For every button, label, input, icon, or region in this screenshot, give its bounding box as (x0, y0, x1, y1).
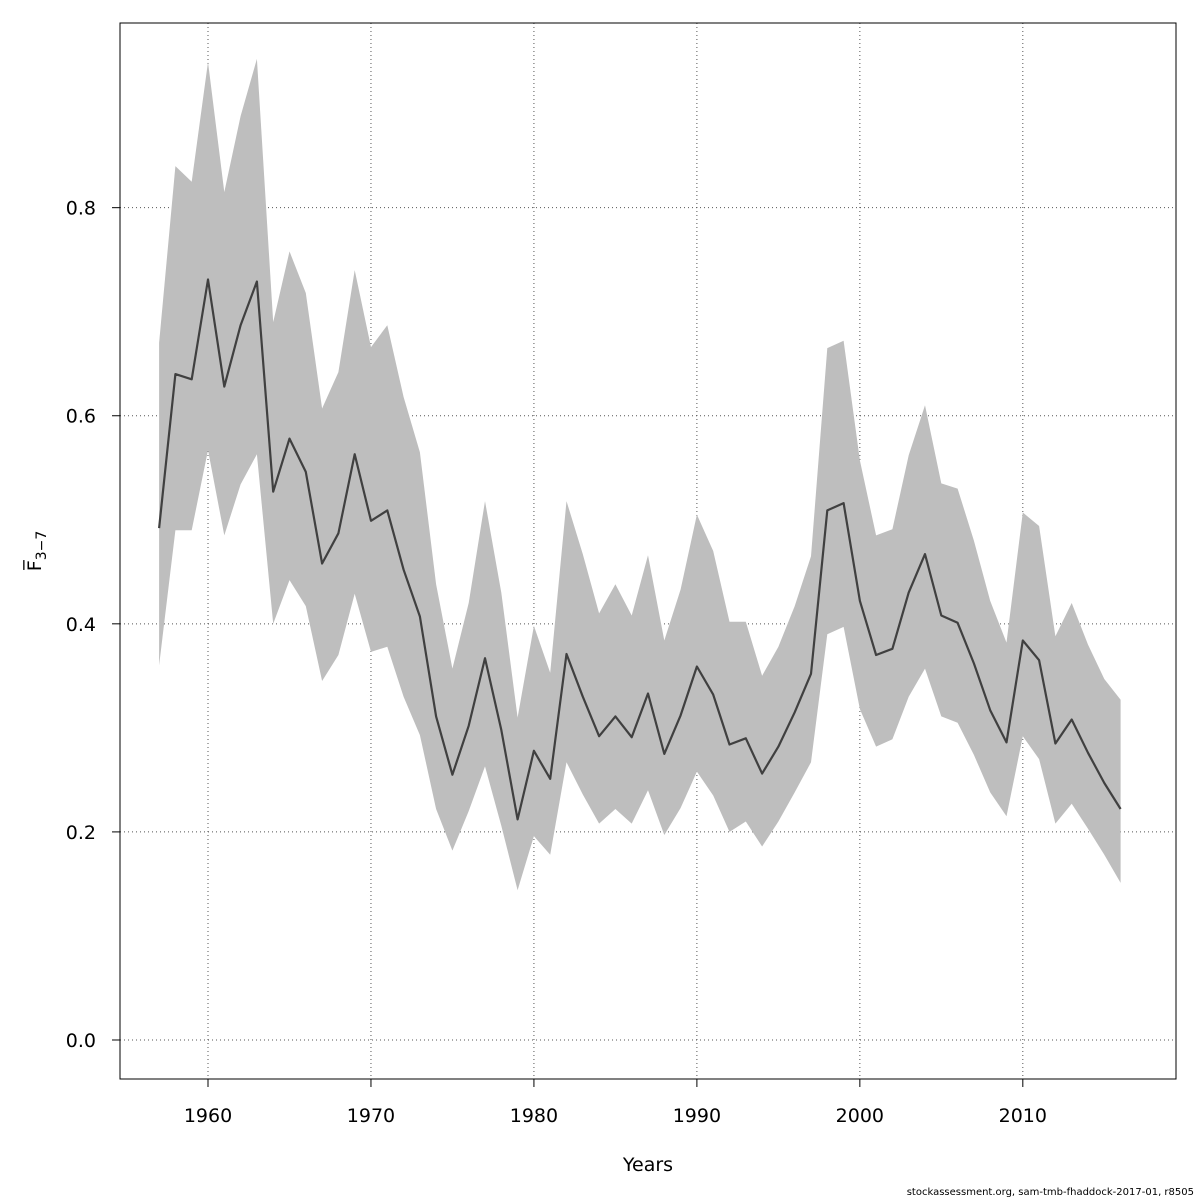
source-footnote: stockassessment.org, sam-tmb-fhaddock-20… (906, 1187, 1194, 1198)
x-tick-label: 1980 (510, 1105, 558, 1127)
x-axis: 1960 1970 1980 1990 2000 2010 (184, 1079, 1047, 1127)
y-tick-label: 0.4 (66, 614, 96, 636)
y-tick-label: 0.8 (66, 198, 96, 220)
y-tick-label: 0.0 (66, 1030, 96, 1052)
confidence-band (159, 58, 1121, 891)
y-axis-title: F̅3−7 (22, 531, 50, 571)
y-axis-title-subscript: 3−7 (34, 531, 50, 561)
y-tick-label: 0.2 (66, 822, 96, 844)
x-tick-label: 1960 (184, 1105, 232, 1127)
x-axis-title: Years (622, 1154, 673, 1176)
y-tick-label: 0.6 (66, 406, 96, 428)
y-axis: 0.0 0.2 0.4 0.6 0.8 (66, 198, 120, 1052)
x-tick-label: 2000 (836, 1105, 884, 1127)
x-tick-label: 2010 (999, 1105, 1047, 1127)
y-axis-title-main: F̅ (22, 559, 46, 571)
x-tick-label: 1970 (347, 1105, 395, 1127)
plot-frame (119, 22, 1177, 1080)
estimate-line (158, 278, 1122, 821)
x-tick-label: 1990 (673, 1105, 721, 1127)
